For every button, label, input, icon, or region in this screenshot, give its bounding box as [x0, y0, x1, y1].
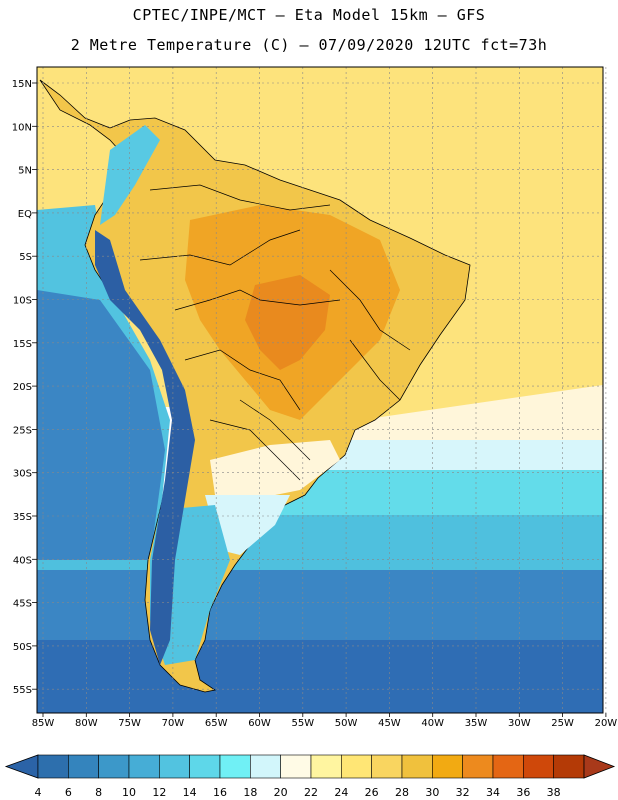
colorbar-tick-label: 4: [35, 786, 42, 799]
colorbar-tick-label: 38: [547, 786, 561, 799]
lon-label: 45W: [378, 718, 401, 729]
lon-label: 55W: [291, 718, 314, 729]
land-pale-south: [205, 495, 290, 555]
colorbar-tick-label: 8: [95, 786, 102, 799]
colorbar-swatch: [401, 754, 433, 779]
map-gridlines: [37, 67, 607, 713]
land-hotter-core: [245, 275, 330, 370]
colorbar-swatch: [159, 754, 190, 779]
colorbar-swatch: [523, 754, 554, 779]
colorbar-tick-label: 34: [486, 786, 500, 799]
lon-label: 85W: [32, 718, 55, 729]
colorbar-swatch: [250, 754, 281, 779]
lat-label: 5N: [18, 166, 32, 177]
colorbar-tick-label: 20: [274, 786, 288, 799]
lat-label: 20S: [13, 382, 32, 393]
colorbar-swatch: [189, 754, 221, 779]
colorbar-tick-label: 24: [334, 786, 348, 799]
lat-label: EQ: [18, 209, 32, 220]
map-frame: [36, 66, 604, 714]
colorbar-over-arrow: [583, 754, 616, 779]
colorbar-tick-label: 36: [516, 786, 530, 799]
lon-label: 30W: [508, 718, 531, 729]
lon-label: 75W: [118, 718, 141, 729]
lat-label: 10S: [13, 296, 32, 307]
longitude-labels: 85W 80W 75W 70W 65W 60W 55W 50W 45W 40W 35W 30W 25W 2…: [32, 713, 618, 729]
lon-label: 50W: [335, 718, 358, 729]
lat-label: 40S: [13, 555, 32, 566]
colorbar-swatch: [98, 754, 130, 779]
lon-label: 70W: [162, 718, 185, 729]
lon-label: 60W: [248, 718, 271, 729]
lon-label: 65W: [205, 718, 228, 729]
colorbar-swatch: [310, 754, 342, 779]
pacific-blue: [37, 290, 165, 560]
colorbar-swatch: [37, 754, 69, 779]
lat-label: 45S: [13, 599, 32, 610]
lat-label: 35S: [13, 512, 32, 523]
lat-label: 25S: [13, 425, 32, 436]
andes-cold: [95, 230, 195, 665]
colorbar-swatch: [492, 754, 524, 779]
colorbar-swatch: [219, 754, 251, 779]
colorbar: 4 6 8 10 12 14 16 18 20 22 24 26 28 30 32 34 36 38: [4, 754, 616, 799]
lat-label: 30S: [13, 469, 32, 480]
lon-label: 25W: [551, 718, 574, 729]
lat-label: 5S: [19, 252, 32, 263]
colorbar-under-arrow: [4, 754, 39, 779]
colorbar-swatch: [462, 754, 494, 779]
colorbar-tick-label: 28: [395, 786, 409, 799]
colorbar-tick-label: 6: [65, 786, 72, 799]
colorbar-tick-label: 22: [304, 786, 318, 799]
latitude-labels: 15N 10N 5N EQ 5S 10S 15S 20S 25S 30S 35S 40S 45S 50S 5…: [12, 79, 37, 696]
colorbar-tick-label: 14: [183, 786, 197, 799]
colorbar-tick-label: 10: [122, 786, 136, 799]
country-borders: [139, 184, 411, 481]
title-variable: 2 Metre Temperature (C) – 07/09/2020 12U…: [70, 36, 548, 54]
colorbar-tick-label: 26: [365, 786, 379, 799]
colorbar-swatch: [128, 754, 160, 779]
colorbar-swatch: [341, 754, 372, 779]
map-fields: [37, 67, 603, 713]
lon-label: 35W: [465, 718, 488, 729]
colorbar-swatch: [280, 754, 312, 779]
land-cool-south: [210, 440, 340, 500]
lat-label: 15S: [13, 339, 32, 350]
lat-label: 15N: [12, 79, 32, 90]
lon-label: 20W: [595, 718, 618, 729]
colorbar-swatch: [68, 754, 99, 779]
colorbar-tick-label: 12: [152, 786, 166, 799]
lon-label: 40W: [421, 718, 444, 729]
colorbar-tick-label: 16: [213, 786, 227, 799]
lat-label: 10N: [12, 122, 32, 133]
lat-label: 55S: [13, 685, 32, 696]
colorbar-tick-label: 30: [425, 786, 439, 799]
title-model: CPTEC/INPE/MCT – Eta Model 15km – GFS: [132, 6, 486, 24]
lat-label: 50S: [13, 642, 32, 653]
colorbar-swatch: [432, 754, 463, 779]
colorbar-swatch: [553, 754, 585, 779]
lon-label: 80W: [75, 718, 98, 729]
colorbar-tick-label: 18: [243, 786, 257, 799]
colorbar-swatch: [371, 754, 403, 779]
ocean-south-deep: [37, 640, 603, 713]
ocean-south-band: [37, 570, 603, 645]
andes-mid: [100, 125, 160, 225]
colorbar-tick-label: 32: [456, 786, 470, 799]
